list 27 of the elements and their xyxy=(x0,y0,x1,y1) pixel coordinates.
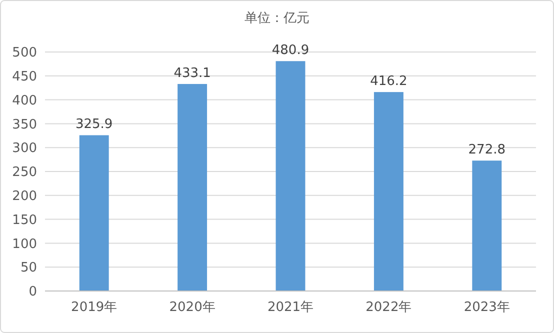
data-label: 433.1 xyxy=(174,66,211,81)
y-tick-label: 50 xyxy=(20,260,37,276)
bar xyxy=(79,135,109,291)
x-tick-label: 2020年 xyxy=(169,300,216,315)
y-tick-label: 100 xyxy=(12,236,37,252)
bar xyxy=(374,92,404,291)
data-label: 416.2 xyxy=(370,74,408,90)
y-tick-label: 150 xyxy=(12,212,37,228)
y-tick-label: 300 xyxy=(12,141,37,156)
x-tick-label: 2019年 xyxy=(71,300,118,315)
y-tick-label: 450 xyxy=(12,69,37,84)
chart-title: 单位：亿元 xyxy=(244,11,310,26)
y-tick-label: 500 xyxy=(12,46,37,61)
bar xyxy=(178,84,208,291)
bar xyxy=(276,61,306,291)
x-tick-label: 2023年 xyxy=(464,300,510,315)
data-label: 480.9 xyxy=(272,43,310,58)
y-tick-label: 250 xyxy=(12,165,37,180)
y-tick-label: 350 xyxy=(12,117,37,132)
y-tick-label: 0 xyxy=(28,284,37,300)
y-tick-label: 400 xyxy=(12,93,37,108)
data-label: 272.8 xyxy=(468,142,506,158)
x-tick-label: 2021年 xyxy=(267,300,314,315)
bar xyxy=(472,160,502,291)
y-tick-label: 200 xyxy=(12,188,37,204)
x-tick-label: 2022年 xyxy=(366,300,412,315)
data-label: 325.9 xyxy=(75,117,113,132)
